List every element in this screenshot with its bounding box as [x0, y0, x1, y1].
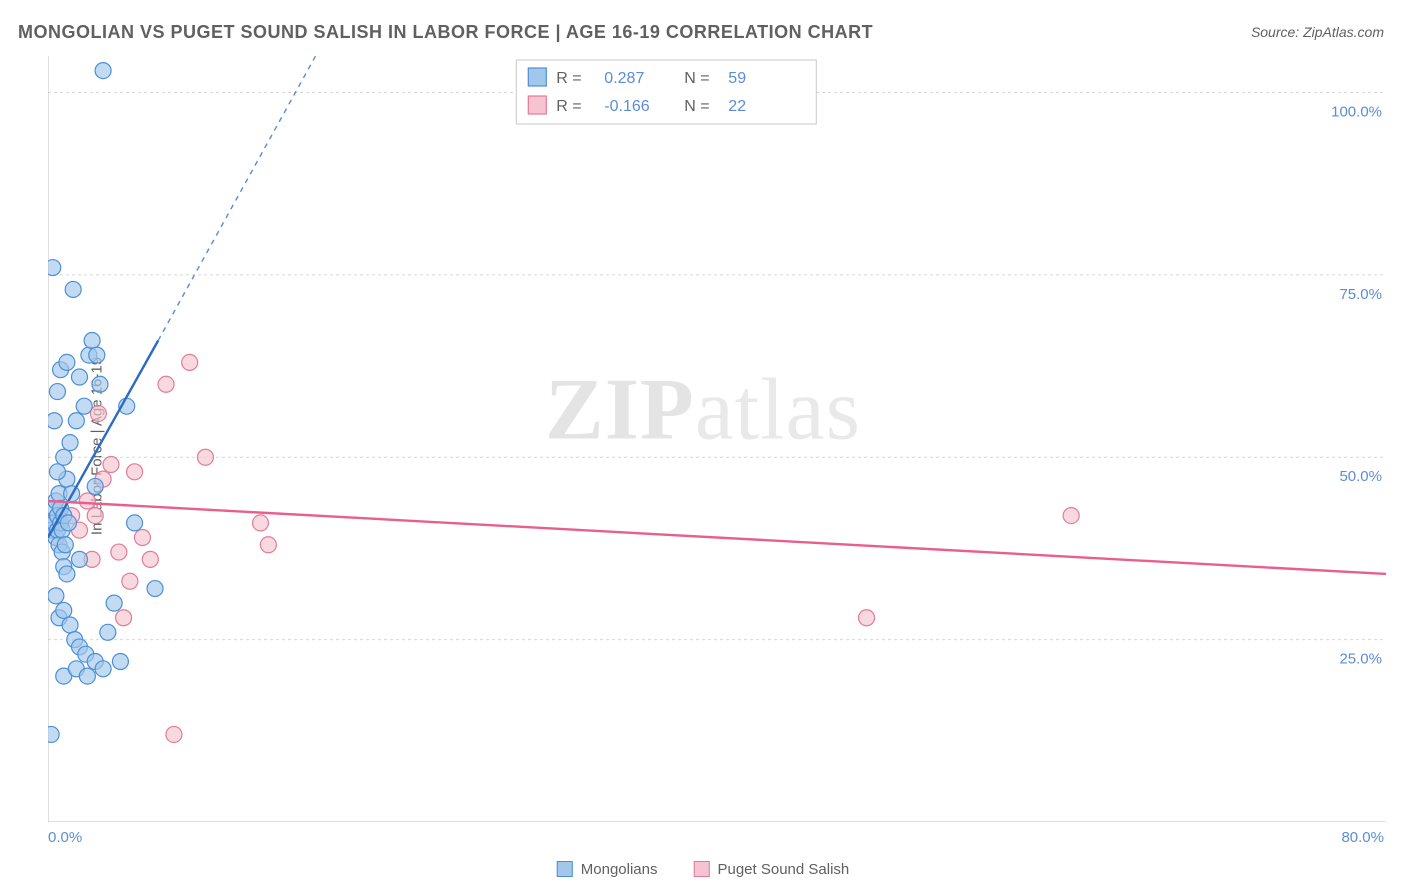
svg-text:100.0%: 100.0%	[1331, 103, 1382, 120]
legend-item-salish: Puget Sound Salish	[693, 861, 849, 878]
svg-text:N =: N =	[684, 70, 709, 87]
svg-text:75.0%: 75.0%	[1339, 286, 1382, 303]
legend-correlation: R = 0.287 N = 59 R = -0.166 N = 22	[516, 60, 816, 124]
legend-label-mongolians: Mongolians	[581, 861, 658, 878]
svg-text:50.0%: 50.0%	[1339, 468, 1382, 485]
trend-lines	[48, 56, 1386, 574]
plot-svg: 25.0% 50.0% 75.0% 100.0% R = 0.287 N = 59 R = -0…	[48, 56, 1386, 822]
svg-text:59: 59	[728, 70, 746, 87]
svg-text:-0.166: -0.166	[604, 98, 649, 115]
svg-text:0.287: 0.287	[604, 70, 644, 87]
chart-container: MONGOLIAN VS PUGET SOUND SALISH IN LABOR…	[0, 0, 1406, 892]
svg-text:R =: R =	[556, 70, 581, 87]
legend-swatch-blue	[557, 861, 573, 877]
y-tick-labels: 25.0% 50.0% 75.0% 100.0%	[1331, 103, 1382, 667]
legend-bottom: Mongolians Puget Sound Salish	[557, 861, 849, 878]
legend-swatch-pink	[693, 861, 709, 877]
legend-item-mongolians: Mongolians	[557, 861, 658, 878]
plot-area: 25.0% 50.0% 75.0% 100.0% R = 0.287 N = 59 R = -0…	[48, 56, 1386, 822]
x-start-label: 0.0%	[48, 829, 82, 846]
svg-text:N =: N =	[684, 98, 709, 115]
legend-label-salish: Puget Sound Salish	[717, 861, 849, 878]
x-end-label: 80.0%	[1341, 829, 1384, 846]
scatter-points-blue	[48, 63, 163, 743]
chart-title: MONGOLIAN VS PUGET SOUND SALISH IN LABOR…	[18, 22, 873, 43]
svg-text:25.0%: 25.0%	[1339, 651, 1382, 668]
grid	[48, 92, 1386, 639]
svg-text:R =: R =	[556, 98, 581, 115]
svg-text:22: 22	[728, 98, 746, 115]
chart-source: Source: ZipAtlas.com	[1251, 24, 1384, 40]
